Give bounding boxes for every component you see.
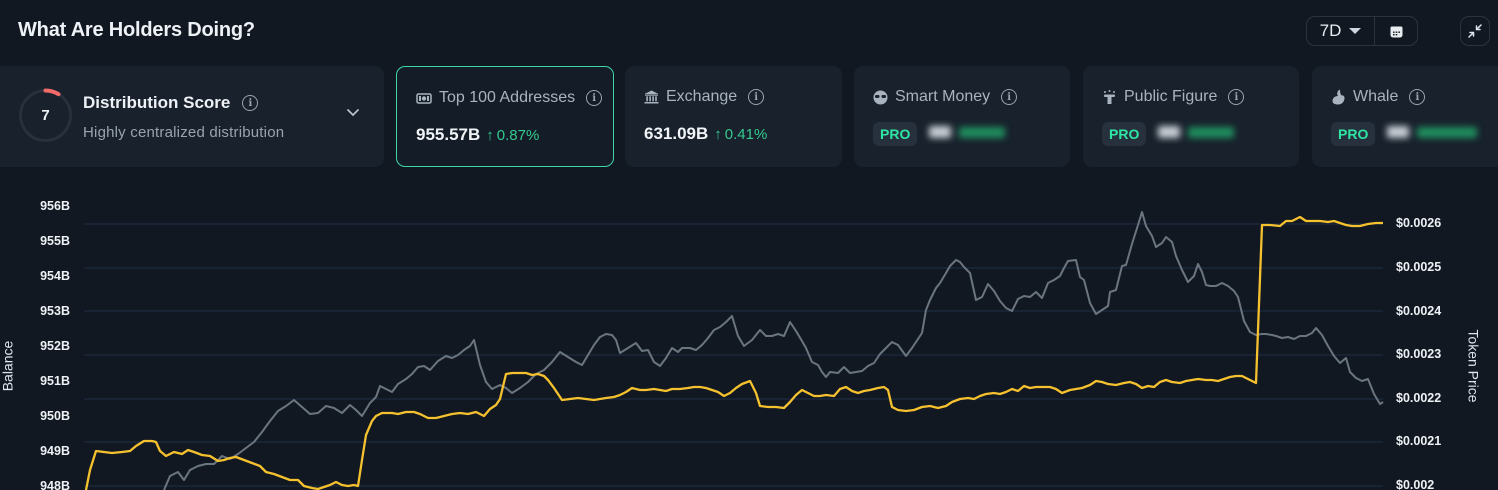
card-value-row: PRO — [1102, 122, 1235, 146]
up-arrow-icon: ↑ — [714, 126, 722, 143]
card-header: Exchange i — [644, 88, 765, 106]
card-header: Smart Money i — [873, 88, 1018, 106]
right-axis-tick: $0.0025 — [1396, 260, 1442, 274]
pro-badge[interactable]: PRO — [873, 122, 918, 146]
card-value: 955.57B — [416, 125, 481, 144]
info-icon[interactable]: i — [1228, 89, 1245, 105]
card-exchange[interactable]: Exchange i 631.09B ↑ 0.41% — [625, 66, 842, 167]
distribution-score-card[interactable]: 7 Distribution Score i Highly centralize… — [0, 66, 384, 167]
right-axis-tick: $0.0023 — [1396, 347, 1442, 361]
card-smart-money[interactable]: Smart Money i PRO — [854, 66, 1070, 167]
info-icon[interactable]: i — [1409, 89, 1426, 105]
score-value: 7 — [41, 107, 50, 124]
left-axis-tick: 953B — [40, 304, 70, 318]
info-icon[interactable]: i — [748, 89, 765, 105]
pro-badge[interactable]: PRO — [1331, 122, 1376, 146]
left-axis-tick: 948B — [40, 479, 70, 490]
holder-cards: 7 Distribution Score i Highly centralize… — [0, 66, 1498, 168]
token-price-line — [84, 215, 1383, 490]
card-label: Whale — [1353, 88, 1399, 105]
score-title: Distribution Score — [83, 93, 231, 112]
right-axis-tick: $0.0024 — [1396, 304, 1442, 318]
range-value: 7D — [1319, 21, 1342, 40]
collapse-button[interactable] — [1460, 16, 1490, 46]
hidden-value — [929, 125, 1006, 143]
whale-icon — [1332, 89, 1345, 105]
card-whale[interactable]: Whale i PRO — [1312, 66, 1498, 167]
card-value-row: PRO — [1331, 122, 1478, 146]
left-axis-tick: 952B — [40, 339, 70, 353]
up-arrow-icon: ↑ — [486, 127, 494, 144]
card-label: Exchange — [666, 88, 738, 105]
card-label: Public Figure — [1124, 88, 1218, 105]
pro-badge[interactable]: PRO — [1102, 122, 1147, 146]
right-axis-tick: $0.0022 — [1396, 391, 1442, 405]
caret-down-icon — [1349, 28, 1362, 34]
score-title-row: Distribution Score i — [83, 93, 259, 113]
card-value: 631.09B — [644, 124, 709, 143]
bank-icon — [644, 90, 659, 104]
calendar-icon — [1390, 26, 1402, 37]
left-axis-tick: 954B — [40, 269, 70, 283]
info-icon[interactable]: i — [1001, 89, 1018, 105]
hidden-value — [1158, 125, 1235, 143]
card-label: Smart Money — [895, 88, 991, 105]
gridlines — [84, 223, 1383, 487]
card-change: 0.87% — [496, 127, 540, 144]
left-axis-tick: 951B — [40, 374, 70, 388]
chart-plot[interactable] — [0, 180, 1498, 490]
card-header: Whale i — [1331, 88, 1426, 106]
card-top-100-addresses[interactable]: Top 100 Addresses i 955.57B ↑ 0.87% — [396, 66, 614, 167]
card-label: Top 100 Addresses — [439, 89, 576, 106]
sunglasses-icon — [873, 90, 888, 104]
range-selector[interactable]: 7D — [1307, 17, 1375, 45]
section-title: What Are Holders Doing? — [18, 19, 255, 41]
card-value-row: PRO — [873, 122, 1006, 146]
card-header: Top 100 Addresses i — [416, 89, 603, 107]
hidden-value — [1387, 125, 1478, 143]
podium-icon — [1104, 89, 1115, 104]
left-axis-tick: 955B — [40, 234, 70, 248]
left-axis-tick: 949B — [40, 444, 70, 458]
info-icon[interactable]: i — [586, 90, 603, 106]
card-public-figure[interactable]: Public Figure i PRO — [1083, 66, 1299, 167]
card-header: Public Figure i — [1102, 88, 1245, 106]
chevron-down-icon[interactable] — [346, 108, 360, 118]
calendar-button[interactable] — [1375, 17, 1417, 45]
range-controls: 7D — [1306, 16, 1418, 46]
collapse-arrows-icon — [1468, 24, 1482, 38]
score-subtitle: Highly centralized distribution — [83, 124, 285, 141]
right-axis-tick: $0.002 — [1396, 478, 1435, 490]
card-change: 0.41% — [724, 126, 768, 143]
left-axis-tick: 956B — [40, 199, 70, 213]
money-icon — [416, 92, 432, 104]
card-value-row: 631.09B ↑ 0.41% — [644, 124, 767, 144]
right-axis-tick: $0.0026 — [1396, 216, 1442, 230]
right-axis-tick: $0.0021 — [1396, 434, 1442, 448]
score-ring-icon — [19, 88, 72, 142]
balance-line — [163, 211, 1384, 490]
left-axis-tick: 950B — [40, 409, 70, 423]
holders-chart: Balance Token Price 956B 955B 954B 953B … — [0, 180, 1498, 490]
card-value-row: 955.57B ↑ 0.87% — [416, 125, 539, 145]
info-icon[interactable]: i — [242, 95, 259, 111]
